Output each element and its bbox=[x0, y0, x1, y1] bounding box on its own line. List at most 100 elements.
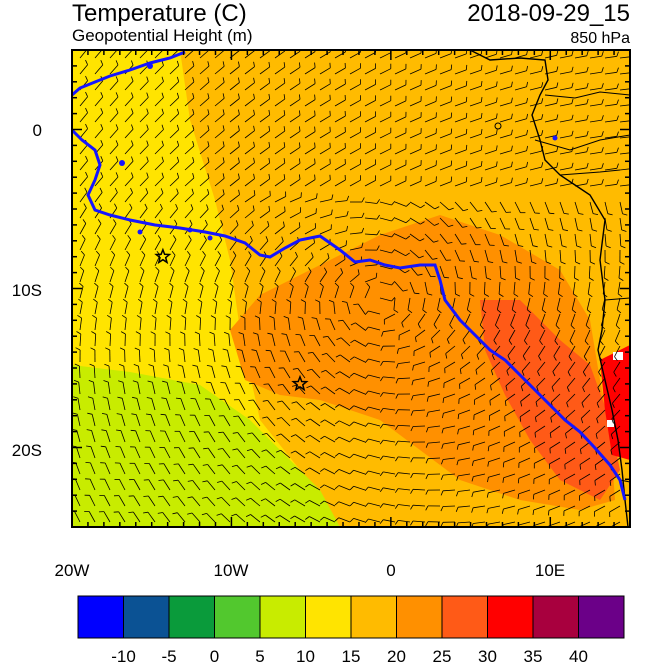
wind-barb-flag bbox=[336, 337, 342, 340]
wind-barb bbox=[514, 134, 527, 139]
wind-barb-flag bbox=[230, 266, 235, 272]
wind-barb bbox=[224, 399, 231, 411]
wind-barb bbox=[499, 249, 503, 262]
wind-barb-flag bbox=[305, 483, 310, 488]
wind-barb bbox=[368, 438, 381, 443]
wind-barb bbox=[169, 97, 179, 107]
wind-barb-flag bbox=[417, 323, 421, 329]
wind-barb bbox=[241, 350, 246, 363]
wind-barb bbox=[514, 182, 527, 187]
wind-barb-flag bbox=[619, 261, 625, 265]
wind-barb bbox=[364, 201, 377, 204]
wind-barb bbox=[499, 102, 512, 107]
wind-barb-flag bbox=[426, 396, 429, 402]
colorbar-swatch bbox=[578, 595, 625, 639]
wind-barb bbox=[274, 226, 285, 235]
wind-barb-flag bbox=[541, 178, 544, 184]
wind-barb bbox=[244, 225, 254, 235]
wind-barb-flag bbox=[601, 115, 604, 121]
wind-barb-flag bbox=[395, 409, 399, 415]
wind-barb bbox=[109, 144, 119, 155]
wind-barb bbox=[165, 398, 171, 411]
missing-data-patch bbox=[613, 352, 623, 360]
wind-barb bbox=[412, 473, 426, 475]
wind-barb-flag bbox=[396, 348, 399, 354]
wind-barb-flag bbox=[621, 229, 627, 232]
wind-barb-flag bbox=[271, 299, 277, 303]
wind-barb bbox=[259, 50, 270, 59]
wind-barb-flag bbox=[405, 235, 411, 240]
wind-barb-flag bbox=[517, 493, 520, 499]
wind-barb bbox=[539, 329, 546, 341]
wind-barb-flag bbox=[396, 363, 399, 369]
wind-barb bbox=[428, 393, 441, 398]
wind-barb-flag bbox=[447, 242, 453, 244]
wind-barb-flag bbox=[290, 434, 296, 438]
wind-barb-flag bbox=[265, 349, 271, 352]
wind-barb bbox=[529, 249, 532, 262]
wind-barb bbox=[250, 514, 261, 523]
wind-barb bbox=[353, 485, 366, 491]
wind-barb-flag bbox=[349, 372, 355, 377]
wind-barb bbox=[139, 145, 149, 155]
wind-barb bbox=[304, 179, 316, 187]
wind-barb bbox=[579, 473, 591, 481]
wind-barb-flag bbox=[590, 261, 596, 265]
wind-barb-flag bbox=[327, 253, 330, 259]
wind-barb-flag bbox=[314, 142, 316, 148]
wind-barb bbox=[349, 179, 361, 187]
wind-barb bbox=[574, 249, 576, 263]
wind-barb bbox=[581, 393, 591, 404]
wind-barb bbox=[493, 329, 501, 341]
wind-barb-flag bbox=[379, 392, 384, 397]
wind-barb bbox=[184, 50, 195, 59]
wind-barb-flag bbox=[192, 76, 195, 83]
wind-barb bbox=[368, 454, 381, 459]
wind-barb bbox=[244, 114, 255, 123]
wind-barb-flag bbox=[229, 282, 234, 287]
wind-barb bbox=[413, 393, 426, 396]
wind-barb-flag bbox=[117, 396, 123, 399]
wind-barb-flag bbox=[395, 425, 399, 430]
wind-barb-flag bbox=[496, 161, 498, 167]
wind-barb-flag bbox=[186, 250, 191, 256]
wind-barb-flag bbox=[465, 64, 468, 70]
wind-barb bbox=[548, 505, 561, 511]
contour-fragment bbox=[137, 229, 143, 235]
wind-barb bbox=[259, 240, 269, 251]
wind-barb bbox=[229, 209, 240, 219]
wind-barb bbox=[595, 425, 606, 435]
wind-barb-flag bbox=[357, 269, 360, 275]
wind-barb-flag bbox=[442, 413, 444, 419]
wind-barb bbox=[334, 67, 346, 75]
wind-barb bbox=[124, 270, 130, 283]
wind-barb bbox=[289, 66, 301, 75]
wind-barb-flag bbox=[335, 387, 340, 392]
wind-barb bbox=[282, 384, 291, 395]
wind-barb-flag bbox=[457, 429, 459, 435]
wind-barb-flag bbox=[465, 50, 468, 54]
wind-barb-flag bbox=[149, 347, 155, 351]
wind-barb bbox=[394, 164, 407, 171]
wind-barb-flag bbox=[429, 352, 431, 358]
colorbar bbox=[77, 595, 625, 639]
wind-barb-flag bbox=[601, 51, 604, 57]
wind-barb bbox=[139, 113, 149, 123]
wind-barb-flag bbox=[556, 309, 562, 314]
wind-barb bbox=[454, 201, 464, 212]
wind-barb bbox=[274, 66, 286, 75]
wind-barb bbox=[349, 131, 361, 139]
wind-barb bbox=[499, 70, 512, 75]
wind-barb bbox=[121, 414, 126, 427]
wind-barb bbox=[499, 86, 512, 91]
wind-barb-flag bbox=[613, 371, 617, 377]
wind-barb bbox=[518, 505, 531, 510]
wind-barb bbox=[533, 473, 546, 480]
wind-barb bbox=[309, 516, 321, 523]
y-tick-label-0: 0 bbox=[32, 121, 42, 140]
wind-barb bbox=[139, 81, 149, 91]
wind-barb bbox=[109, 302, 113, 315]
wind-barb bbox=[397, 425, 411, 427]
wind-barb-flag bbox=[268, 77, 271, 83]
wind-barb-flag bbox=[305, 434, 311, 439]
